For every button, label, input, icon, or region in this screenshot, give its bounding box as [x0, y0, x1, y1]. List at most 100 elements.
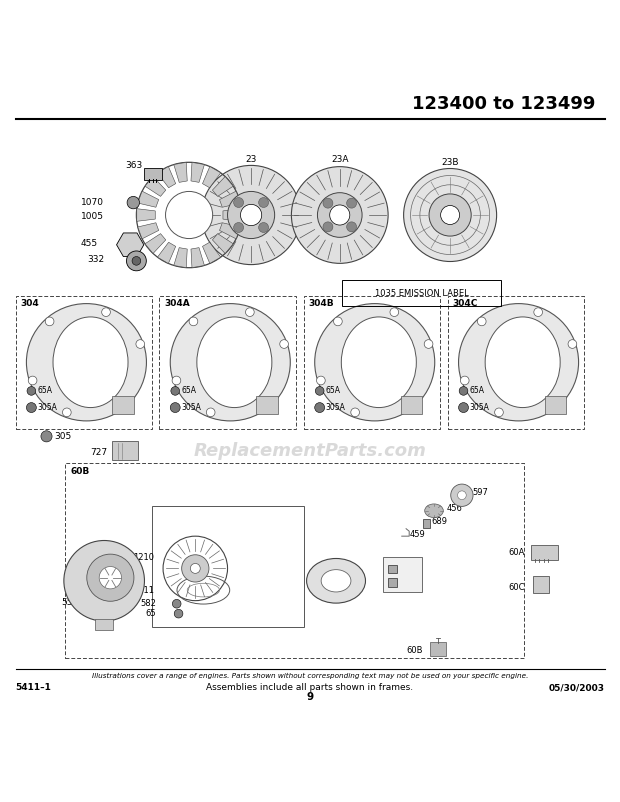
Text: 304B: 304B: [309, 299, 334, 308]
Polygon shape: [174, 248, 187, 268]
Polygon shape: [157, 242, 175, 264]
Text: 582: 582: [140, 599, 156, 608]
Text: 304: 304: [20, 299, 39, 308]
FancyBboxPatch shape: [544, 395, 566, 414]
Text: 689: 689: [431, 517, 447, 526]
Text: 456: 456: [446, 504, 463, 513]
Text: 65A: 65A: [182, 387, 197, 395]
Circle shape: [136, 340, 144, 348]
Circle shape: [132, 257, 141, 265]
Ellipse shape: [27, 304, 146, 421]
Text: 65: 65: [146, 610, 156, 618]
Circle shape: [126, 251, 146, 271]
Circle shape: [174, 610, 183, 618]
Circle shape: [424, 340, 433, 348]
Text: 59: 59: [399, 578, 410, 587]
Text: 1211: 1211: [133, 585, 154, 594]
Circle shape: [189, 317, 198, 326]
Ellipse shape: [197, 317, 272, 407]
Circle shape: [87, 554, 134, 602]
Polygon shape: [145, 233, 166, 253]
Circle shape: [63, 408, 71, 417]
Circle shape: [102, 308, 110, 317]
Text: 1210: 1210: [133, 553, 154, 562]
FancyBboxPatch shape: [531, 545, 558, 561]
Ellipse shape: [459, 304, 578, 421]
Circle shape: [166, 192, 213, 238]
Circle shape: [206, 408, 215, 417]
Circle shape: [228, 192, 275, 238]
Text: 60A: 60A: [508, 549, 525, 557]
Circle shape: [323, 198, 333, 209]
Text: 60B: 60B: [70, 467, 89, 476]
Circle shape: [45, 317, 54, 326]
Circle shape: [172, 599, 181, 608]
Text: 305A: 305A: [182, 403, 202, 412]
Polygon shape: [137, 209, 155, 221]
Text: 363: 363: [125, 161, 143, 170]
Ellipse shape: [307, 558, 366, 603]
Circle shape: [119, 399, 128, 407]
Circle shape: [429, 194, 471, 236]
Circle shape: [27, 403, 37, 412]
Circle shape: [461, 376, 469, 385]
Circle shape: [234, 197, 244, 208]
Text: 332: 332: [87, 255, 104, 264]
Text: 23: 23: [246, 155, 257, 164]
Circle shape: [323, 222, 333, 232]
Ellipse shape: [53, 317, 128, 407]
Circle shape: [246, 308, 254, 317]
Circle shape: [317, 192, 362, 237]
Circle shape: [291, 167, 388, 263]
Text: 727: 727: [90, 448, 107, 457]
Polygon shape: [213, 176, 233, 196]
Polygon shape: [213, 233, 233, 253]
Text: ReplacementParts.com: ReplacementParts.com: [193, 442, 427, 460]
Polygon shape: [145, 176, 166, 196]
Circle shape: [351, 408, 360, 417]
FancyBboxPatch shape: [533, 576, 549, 593]
Circle shape: [202, 165, 301, 265]
FancyBboxPatch shape: [423, 520, 430, 528]
Text: 305A: 305A: [38, 403, 58, 412]
Ellipse shape: [485, 317, 560, 407]
Text: 65A: 65A: [470, 387, 485, 395]
Circle shape: [190, 564, 200, 573]
Circle shape: [315, 403, 325, 412]
Text: 55: 55: [61, 598, 73, 607]
Bar: [388, 578, 397, 587]
Text: 5411–1: 5411–1: [16, 683, 51, 692]
Circle shape: [316, 387, 324, 395]
Circle shape: [259, 222, 268, 233]
Circle shape: [477, 317, 486, 326]
Circle shape: [459, 403, 469, 412]
Circle shape: [182, 555, 209, 582]
Text: 459: 459: [409, 530, 425, 539]
Text: 1070: 1070: [81, 198, 104, 207]
FancyBboxPatch shape: [383, 557, 422, 592]
Circle shape: [263, 399, 272, 407]
Circle shape: [241, 205, 262, 225]
Circle shape: [280, 340, 288, 348]
Circle shape: [568, 340, 577, 348]
Text: 23B: 23B: [441, 158, 459, 167]
Text: 123400 to 123499: 123400 to 123499: [412, 95, 595, 113]
Circle shape: [551, 399, 560, 407]
Text: 1035 EMISSION LABEL: 1035 EMISSION LABEL: [374, 289, 469, 298]
Circle shape: [234, 222, 244, 233]
Circle shape: [127, 196, 140, 209]
Circle shape: [441, 205, 459, 225]
Circle shape: [459, 387, 468, 395]
Text: 304A: 304A: [164, 299, 190, 308]
Bar: [388, 565, 397, 573]
Text: 305A: 305A: [326, 403, 346, 412]
Polygon shape: [174, 162, 187, 182]
Circle shape: [172, 376, 181, 385]
Circle shape: [64, 541, 144, 621]
Circle shape: [170, 403, 180, 412]
Circle shape: [390, 308, 399, 317]
Circle shape: [347, 198, 356, 209]
FancyBboxPatch shape: [430, 642, 446, 657]
Text: Assemblies include all parts shown in frames.: Assemblies include all parts shown in fr…: [206, 683, 414, 692]
Text: 304C: 304C: [453, 299, 478, 308]
